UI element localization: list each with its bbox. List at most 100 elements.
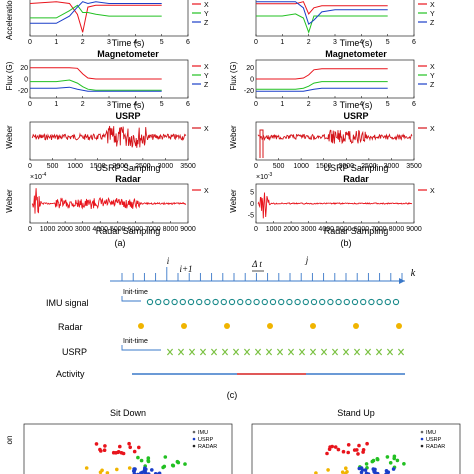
usrp-sample-cross <box>199 348 207 356</box>
accel-b-x-tick-label: 4 <box>359 39 363 46</box>
imu-sample-circle <box>327 298 334 306</box>
scatter-right-point <box>384 469 389 473</box>
radar-a-x-tick-label: 8000 <box>163 226 179 233</box>
scatter-right-point <box>357 466 362 471</box>
scatter-right-legend-marker <box>420 444 424 448</box>
radar-a-xlabel: Radar Sampling <box>96 226 161 236</box>
imu-sample-circle <box>335 298 342 306</box>
scatter-left-point <box>136 455 140 460</box>
accel-b-x-tick-label: 1 <box>280 39 284 46</box>
mag-a-title: Magnetometer <box>97 49 159 59</box>
scatter-left-legend-marker <box>192 430 196 434</box>
imu-sample-circle <box>360 298 367 306</box>
panel-d-right-title: Stand Up <box>337 408 375 418</box>
scatter-right-point <box>372 470 377 474</box>
mag-a-x-tick-label: 0 <box>28 101 32 108</box>
mag-a-xlabel: Time (s) <box>112 100 145 110</box>
scatter-left-point <box>144 467 148 472</box>
radar-b-ylabel: Weber <box>229 189 238 213</box>
timeline-label-j: j <box>305 255 309 265</box>
scatter-left-point <box>128 445 132 450</box>
imu-sample-circle <box>392 298 400 306</box>
accel-b-x-tick-label: 5 <box>386 39 390 46</box>
radar-a-exponent: ×10-4 <box>30 172 47 181</box>
usrp-b-x-tick-label: 2500 <box>361 163 377 170</box>
radar-sample-dot <box>310 323 316 329</box>
scatter-right-point <box>388 461 393 465</box>
usrp-sample-cross <box>309 348 317 356</box>
usrp-sample-cross <box>232 348 240 356</box>
radar-b-ytick-label: -5 <box>248 213 254 220</box>
usrp-a-ylabel: Weber <box>5 125 14 149</box>
mag-a-x-tick-label: 3 <box>107 101 111 108</box>
imu-sample-circle <box>343 298 350 306</box>
row-label-usrp: USRP <box>62 347 87 357</box>
mag-a-legend-label: X <box>204 64 209 71</box>
usrp-b-x-tick-label: 3500 <box>406 163 422 170</box>
usrp-b-series-x <box>257 129 413 145</box>
scatter-left-point <box>140 470 145 474</box>
mag-a-x-tick-label: 2 <box>81 101 85 108</box>
scatter-right-legend-label: IMU <box>426 430 436 436</box>
accel-a-series-z <box>30 1 162 24</box>
mag-b-ytick-label: 0 <box>250 77 254 84</box>
scatter-left-legend-label: IMU <box>198 430 208 436</box>
radar-b-x-tick-label: 2000 <box>283 226 299 233</box>
radar-b-x-tick-label: 8000 <box>389 226 405 233</box>
imu-sample-circle <box>187 298 195 306</box>
usrp-sample-cross <box>364 348 372 356</box>
mag-b-x-tick-label: 0 <box>254 101 258 108</box>
imu-sample-circle <box>163 298 170 306</box>
scatter-right-point <box>340 470 345 474</box>
radar-a-x-tick-label: 0 <box>28 226 32 233</box>
accel-b-series-z <box>256 1 388 26</box>
usrp-sample-cross <box>320 348 328 356</box>
scatter-right-point <box>359 470 364 474</box>
scatter-right-point <box>395 458 400 463</box>
scatter-right-frame <box>251 423 461 474</box>
mag-b-x-tick-label: 3 <box>333 101 337 108</box>
scatter-right-legend-label: RADAR <box>426 444 445 450</box>
mag-a-x-tick-label: 4 <box>133 101 137 108</box>
accel-b-x-tick-label: 6 <box>412 39 416 46</box>
scatter-right-point <box>333 445 338 449</box>
usrp-b-ylabel: Weber <box>229 125 238 149</box>
mag-a-x-tick-label: 1 <box>54 101 58 108</box>
radar-b-frame <box>255 183 415 224</box>
radar-b-xlabel: Radar Sampling <box>324 226 389 236</box>
usrp-a-x-tick-label: 1000 <box>67 163 83 170</box>
radar-a-legend-label: X <box>204 188 209 195</box>
usrp-a-x-tick-label: 0 <box>28 163 32 170</box>
timeline-label-i1: i+1 <box>179 264 192 274</box>
scatter-left-point <box>146 458 150 463</box>
radar-b-x-tick-label: 7000 <box>371 226 387 233</box>
timeline-label-k: k <box>411 268 416 279</box>
accel-a-x-tick-label: 1 <box>54 39 58 46</box>
mag-b-series-z <box>256 87 388 92</box>
imu-sample-circle <box>228 298 236 306</box>
scatter-right-point <box>385 455 390 459</box>
timeline-label-dt: Δ t <box>251 259 262 269</box>
scatter-right-point <box>361 448 366 452</box>
radar-a-x-tick-label: 3000 <box>75 226 91 233</box>
usrp-b-x-tick-label: 2000 <box>338 163 354 170</box>
imu-sample-circle <box>261 298 268 306</box>
scatter-left-point <box>132 468 137 473</box>
init-time-usrp: Init-time <box>123 338 148 345</box>
usrp-b-start-spike <box>259 129 264 158</box>
radar-a-x-tick-label: 7000 <box>145 226 161 233</box>
radar-b-title: Radar <box>343 174 369 184</box>
init-time-bracket-imu <box>121 296 141 302</box>
scatter-left-point <box>115 467 119 472</box>
scatter-right-legend-marker <box>420 430 424 434</box>
scatter-right-point <box>375 457 380 461</box>
imu-sample-circle <box>286 298 293 306</box>
scatter-left-point <box>98 470 103 474</box>
panel-b-label: (b) <box>341 238 352 248</box>
usrp-b-x-tick-label: 0 <box>254 163 258 170</box>
usrp-sample-cross <box>353 348 361 356</box>
scatter-left-point <box>98 447 102 452</box>
radar-b-x-tick-label: 1000 <box>266 226 282 233</box>
row-label-imu: IMU signal <box>46 298 89 308</box>
scatter-right-legend-label: USRP <box>426 437 442 443</box>
